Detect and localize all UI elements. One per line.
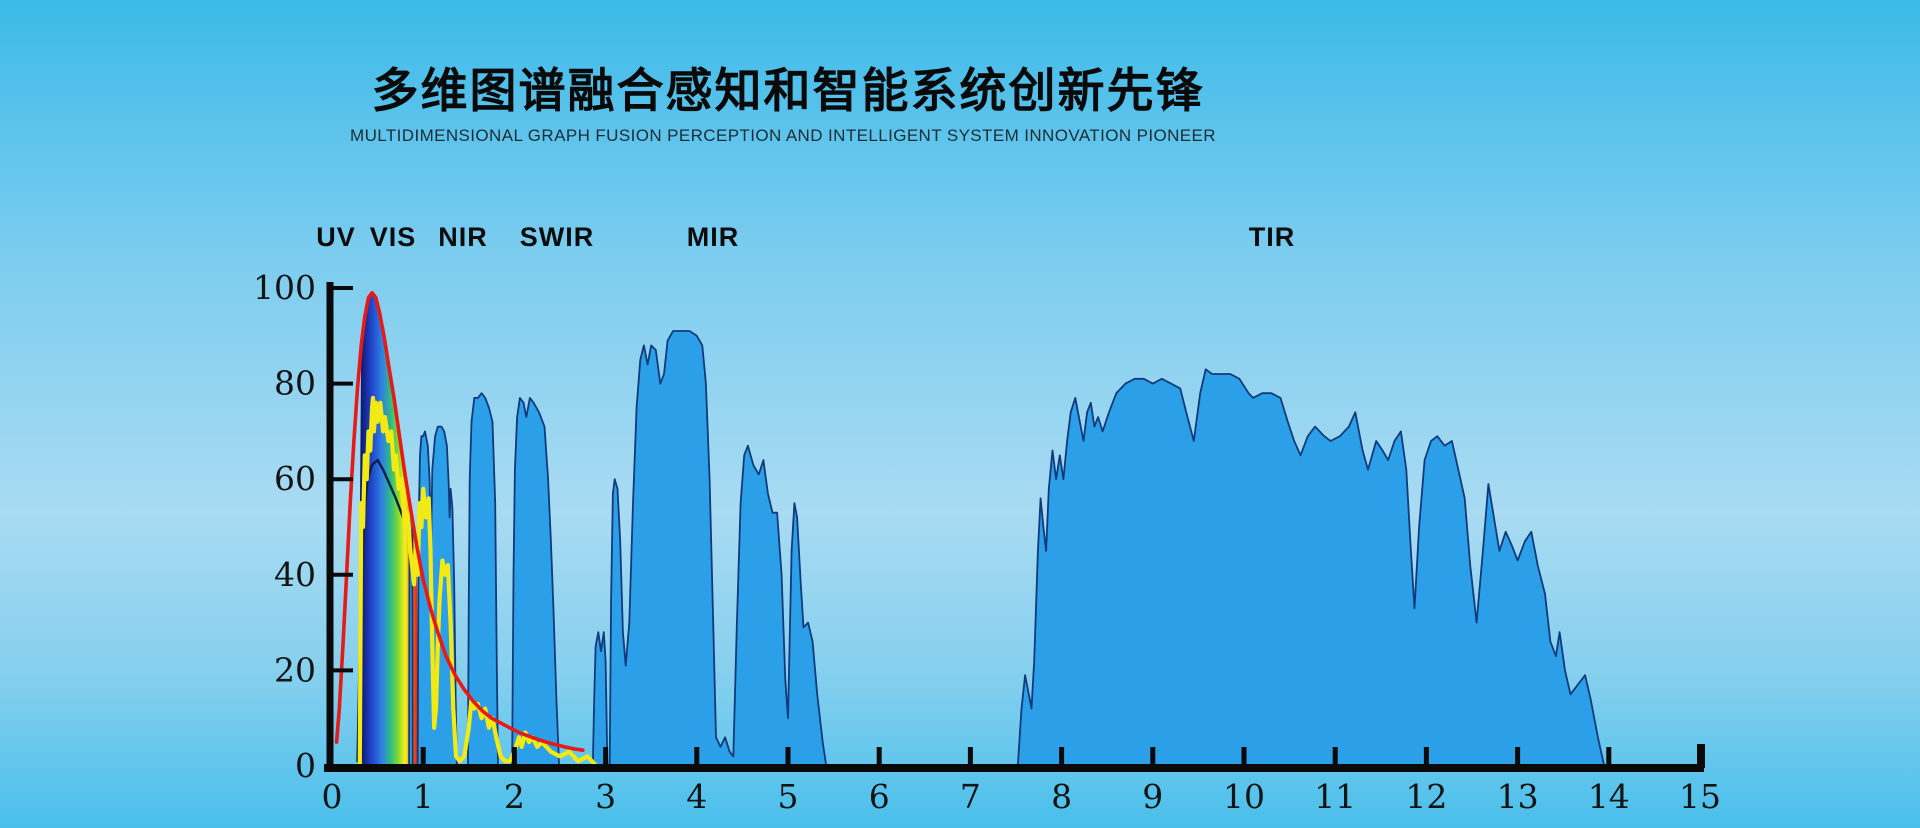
x-tick-label-3: 3 (595, 777, 616, 816)
solar-spectrum-curve (357, 395, 599, 769)
x-tick-label-10: 10 (1223, 777, 1265, 816)
y-tick-label-80: 80 (274, 364, 316, 403)
x-tick-label-14: 14 (1588, 777, 1630, 816)
x-tick-label-8: 8 (1051, 777, 1072, 816)
y-tick-label-100: 100 (253, 268, 316, 307)
page-subtitle: MULTIDIMENSIONAL GRAPH FUSION PERCEPTION… (350, 126, 1216, 145)
x-tick-label-12: 12 (1405, 777, 1447, 816)
x-tick-label-7: 7 (960, 777, 981, 816)
x-tick-label-6: 6 (869, 777, 890, 816)
band-label-mir: MIR (686, 222, 740, 252)
x-tick-label-15: 15 (1679, 777, 1721, 816)
x-tick-label-11: 11 (1314, 777, 1356, 816)
page-title: 多维图谱融合感知和智能系统创新先锋 (371, 64, 1205, 117)
x-tick-label-1: 1 (413, 777, 434, 816)
band-label-nir: NIR (438, 222, 488, 252)
y-tick-label-60: 60 (274, 459, 316, 498)
x-tick-label-9: 9 (1142, 777, 1163, 816)
axes (324, 282, 1705, 772)
x-tick-label-13: 13 (1497, 777, 1539, 816)
blackbody-envelope-curve (334, 291, 585, 752)
band-label-swir: SWIR (519, 222, 595, 252)
x-tick-label-4: 4 (686, 777, 707, 816)
transmission-windows-area (408, 330, 1701, 767)
y-tick-label-20: 20 (274, 650, 316, 689)
band-label-vis: VIS (369, 222, 417, 252)
x-tick-label-2: 2 (504, 777, 525, 816)
y-tick-label-0: 0 (295, 746, 316, 785)
band-label-uv: UV (316, 222, 356, 252)
band-label-tir: TIR (1248, 222, 1296, 252)
x-tick-label-5: 5 (778, 777, 799, 816)
x-tick-label-0: 0 (322, 777, 343, 816)
y-tick-label-40: 40 (274, 555, 316, 594)
